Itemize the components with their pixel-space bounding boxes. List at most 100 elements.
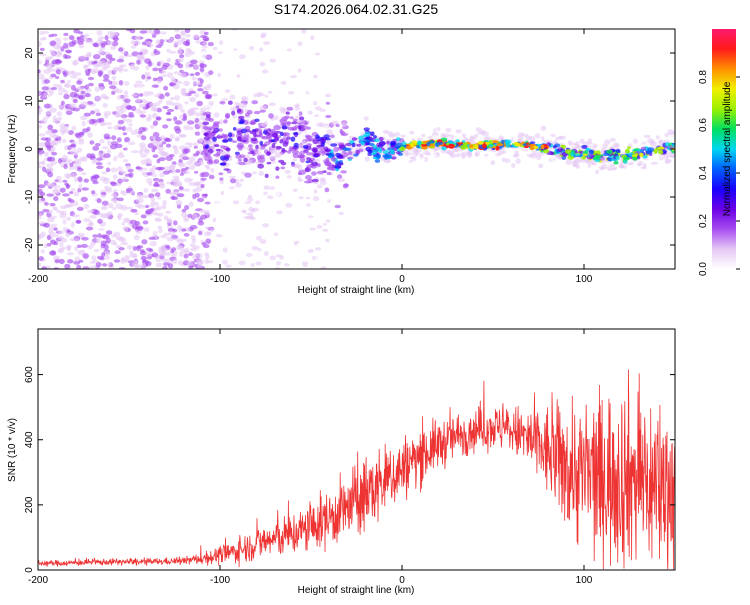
spectrogram-cell xyxy=(48,34,54,38)
spectrogram-cell xyxy=(179,69,184,73)
spectrogram-cell xyxy=(146,256,152,260)
spectrogram-cell xyxy=(263,185,270,190)
spectrogram-cell xyxy=(70,143,76,148)
spectrogram-cell xyxy=(151,173,158,177)
spectrogram-cell xyxy=(261,69,269,74)
spectrogram-cell xyxy=(299,157,306,163)
spectrogram-cell xyxy=(93,60,98,64)
spectrogram-cell xyxy=(296,89,304,93)
spectrogram-cell xyxy=(130,45,137,49)
spectrogram-cell xyxy=(273,115,279,120)
spectrogram-cell xyxy=(113,174,118,180)
spectrogram-cell xyxy=(99,121,106,127)
spectrogram-cell xyxy=(374,159,381,163)
spectrogram-cell xyxy=(390,156,397,160)
spectrogram-cell xyxy=(51,151,58,156)
spectrogram-cell xyxy=(46,243,52,247)
spectrogram-cell xyxy=(83,35,88,42)
spectrogram-cell xyxy=(78,95,84,100)
spectrogram-cell xyxy=(88,82,94,87)
spectrogram-cell xyxy=(358,121,366,127)
spectrogram-cell xyxy=(60,205,68,210)
spectrogram-cell xyxy=(115,143,123,149)
spectrogram-cell xyxy=(231,110,236,116)
spectrogram-cell xyxy=(122,94,129,99)
spectrogram-cell xyxy=(124,227,129,233)
spectrogram-y-tick-label: 0 xyxy=(24,146,35,152)
spectrogram-cell xyxy=(394,132,401,137)
spectrogram-cell xyxy=(180,36,187,41)
spectrogram-cell xyxy=(285,111,290,115)
spectrogram-cell xyxy=(297,68,302,73)
spectrogram-cell xyxy=(460,151,467,157)
spectrogram-cell xyxy=(316,184,323,189)
spectrogram-cell xyxy=(311,178,319,183)
spectrogram-cell xyxy=(514,143,521,147)
spectrogram-cell xyxy=(112,207,117,211)
spectrogram-cell xyxy=(223,154,231,159)
spectrogram-cell xyxy=(149,240,157,247)
spectrogram-cell xyxy=(571,160,578,164)
snr-y-tick-label: 0 xyxy=(24,567,35,573)
spectrogram-cell xyxy=(42,92,47,98)
spectrogram-cell xyxy=(351,137,358,141)
spectrogram-cell xyxy=(426,141,432,146)
spectrogram-cell xyxy=(152,154,159,159)
spectrogram-cell xyxy=(176,104,183,110)
spectrogram-cell xyxy=(326,171,332,176)
spectrogram-cell xyxy=(581,144,588,149)
spectrogram-cell xyxy=(265,73,271,77)
spectrogram-cell xyxy=(269,58,276,63)
spectrogram-cell xyxy=(596,150,601,155)
spectrogram-cell xyxy=(403,155,408,161)
spectrogram-cell xyxy=(307,248,314,254)
spectrogram-cell xyxy=(304,37,310,40)
spectrogram-cell xyxy=(61,210,67,216)
spectrogram-cell xyxy=(549,156,555,161)
spectrogram-cell xyxy=(212,46,218,51)
spectrogram-cell xyxy=(229,186,235,190)
spectrogram-cell xyxy=(145,40,152,46)
spectrogram-cell xyxy=(324,187,330,193)
spectrogram-cell xyxy=(113,231,121,237)
spectrogram-cell xyxy=(494,153,502,157)
spectrogram-cell xyxy=(203,31,209,36)
spectrogram-cell xyxy=(363,127,370,131)
spectrogram-cell xyxy=(490,160,496,166)
spectrogram-cell xyxy=(285,202,293,208)
spectrogram-cell xyxy=(271,143,276,148)
spectrogram-cell xyxy=(246,215,254,220)
spectrogram-cell xyxy=(242,102,247,108)
spectrogram-cell xyxy=(51,129,58,134)
spectrogram-cell xyxy=(162,124,169,129)
spectrogram-cell xyxy=(51,52,57,57)
spectrogram-cell xyxy=(64,145,69,151)
spectrogram-cell xyxy=(39,142,47,147)
colorbar-tick-label: 0.8 xyxy=(698,70,709,84)
spectrogram-cell xyxy=(215,234,223,238)
spectrogram-cell xyxy=(140,135,147,141)
spectrogram-cell xyxy=(156,61,161,66)
spectrogram-cell xyxy=(259,154,265,160)
spectrogram-cell xyxy=(286,39,292,43)
spectrogram-cell xyxy=(125,206,134,210)
spectrogram-cell xyxy=(158,93,165,100)
spectrogram-cell xyxy=(201,189,207,195)
spectrogram-cell xyxy=(254,151,262,156)
spectrogram-cell xyxy=(56,210,61,213)
spectrogram-cell xyxy=(297,41,303,47)
spectrogram-cell xyxy=(126,245,133,250)
spectrogram-cell xyxy=(89,39,94,44)
spectrogram-cell xyxy=(132,246,137,251)
spectrogram-cell xyxy=(219,179,224,185)
spectrogram-cell xyxy=(338,211,344,216)
spectrogram-cell xyxy=(168,50,177,54)
spectrogram-cell xyxy=(503,136,509,140)
spectrogram-cell xyxy=(535,143,541,147)
spectrogram-cell xyxy=(92,145,100,151)
spectrogram-cell xyxy=(399,146,406,151)
spectrogram-cell xyxy=(83,217,91,223)
spectrogram-cell xyxy=(658,146,665,150)
spectrogram-cell xyxy=(213,159,220,164)
spectrogram-cell xyxy=(149,124,155,129)
